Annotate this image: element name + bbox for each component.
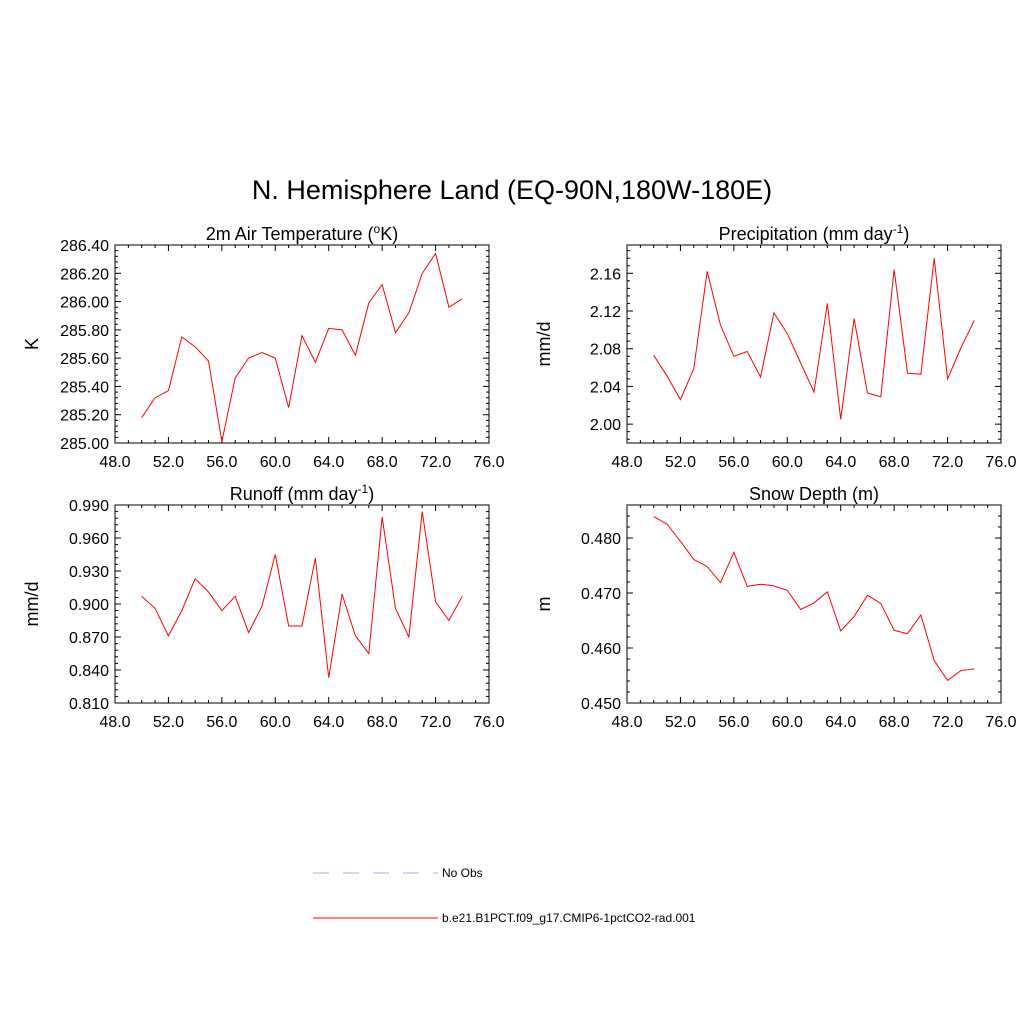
legend-label-1: No Obs (442, 866, 483, 880)
y-tick-label: 0.900 (69, 597, 109, 614)
y-tick-label: 0.450 (581, 696, 621, 713)
x-tick-label: 52.0 (153, 714, 184, 731)
x-tick-label: 72.0 (420, 454, 451, 471)
x-tick-label: 72.0 (932, 454, 963, 471)
y-tick-label: 285.40 (60, 379, 109, 396)
x-tick-label: 76.0 (985, 454, 1016, 471)
series-line (653, 516, 975, 682)
y-tick-label: 0.870 (69, 630, 109, 647)
series-line (653, 258, 975, 420)
legend-label-2: b.e21.B1PCT.f09_g17.CMIP6-1pctCO2-rad.00… (442, 911, 696, 925)
x-tick-label: 56.0 (206, 714, 237, 731)
panels: 48.0 52.0 56.0 60.0 64.0 68.0 72.0 76.0 285.00 28… (22, 222, 1017, 731)
y-tick-label: 2.04 (590, 379, 621, 396)
x-tick-label: 48.0 (611, 714, 642, 731)
x-tick-label: 52.0 (665, 714, 696, 731)
y-tick-label: 286.20 (60, 266, 109, 283)
x-tick-label: 60.0 (260, 714, 291, 731)
y-tick-label: 0.460 (581, 641, 621, 658)
x-tick-label: 52.0 (153, 454, 184, 471)
legend: No Obs b.e21.B1PCT.f09_g17.CMIP6-1pctCO2-… (313, 866, 696, 925)
y-tick-label: 0.480 (581, 531, 621, 548)
y-axis-label: mm/d (22, 582, 42, 627)
x-tick-label: 68.0 (367, 714, 398, 731)
x-tick-label: 48.0 (99, 454, 130, 471)
y-tick-label: 0.840 (69, 663, 109, 680)
y-tick-label: 2.08 (590, 342, 621, 359)
x-tick-label: 48.0 (99, 714, 130, 731)
x-tick-label: 60.0 (772, 454, 803, 471)
x-tick-label: 48.0 (611, 454, 642, 471)
x-tick-label: 68.0 (367, 454, 398, 471)
plot-frame (114, 244, 490, 444)
y-axis-label: m (534, 597, 554, 612)
y-tick-label: 285.80 (60, 323, 109, 340)
y-tick-label: 0.990 (69, 498, 109, 515)
x-tick-label: 56.0 (718, 454, 749, 471)
x-tick-label: 72.0 (420, 714, 451, 731)
y-tick-label: 285.00 (60, 436, 109, 453)
x-tick-label: 64.0 (313, 454, 344, 471)
x-tick-label: 76.0 (473, 714, 504, 731)
x-tick-label: 76.0 (473, 454, 504, 471)
y-tick-label: 2.00 (590, 417, 621, 434)
x-tick-label: 64.0 (825, 714, 856, 731)
x-tick-label: 64.0 (313, 714, 344, 731)
x-tick-label: 56.0 (718, 714, 749, 731)
x-tick-label: 72.0 (932, 714, 963, 731)
panel-title: Precipitation (mm day-1) (719, 222, 910, 244)
chart-panel-2: 48.0 52.0 56.0 60.0 64.0 68.0 72.0 76.0 2.00 2.04… (534, 222, 1017, 471)
x-tick-label: 68.0 (879, 454, 910, 471)
chart-panel-4: 48.0 52.0 56.0 60.0 64.0 68.0 72.0 76.0 0.450 0.4… (534, 484, 1017, 731)
x-tick-label: 60.0 (260, 454, 291, 471)
y-tick-label: 285.20 (60, 408, 109, 425)
plot-frame (626, 504, 1002, 704)
y-tick-label: 285.60 (60, 351, 109, 368)
series-line (141, 252, 463, 442)
panel-title: 2m Air Temperature (oK) (206, 222, 398, 244)
panel-title: Runoff (mm day-1) (230, 482, 374, 504)
y-tick-label: 2.12 (590, 304, 621, 321)
y-axis-label: mm/d (534, 322, 554, 367)
chart-panel-1: 48.0 52.0 56.0 60.0 64.0 68.0 72.0 76.0 285.00 28… (22, 222, 505, 471)
plot-frame (114, 504, 490, 704)
y-tick-label: 286.00 (60, 295, 109, 312)
x-tick-label: 68.0 (879, 714, 910, 731)
y-tick-label: 0.470 (581, 586, 621, 603)
y-tick-label: 0.960 (69, 531, 109, 548)
x-tick-label: 76.0 (985, 714, 1016, 731)
y-tick-label: 2.16 (590, 266, 621, 283)
x-tick-label: 56.0 (206, 454, 237, 471)
y-tick-label: 286.40 (60, 238, 109, 255)
chart-panel-3: 48.0 52.0 56.0 60.0 64.0 68.0 72.0 76.0 0.810 0.8… (22, 482, 505, 731)
y-tick-label: 0.930 (69, 564, 109, 581)
x-tick-label: 52.0 (665, 454, 696, 471)
x-tick-label: 60.0 (772, 714, 803, 731)
plot-frame (626, 244, 1002, 444)
x-tick-label: 64.0 (825, 454, 856, 471)
series-line (141, 511, 463, 678)
main-title: N. Hemisphere Land (EQ-90N,180W-180E) (252, 175, 772, 205)
y-tick-label: 0.810 (69, 696, 109, 713)
y-axis-label: K (22, 338, 42, 350)
panel-title: Snow Depth (m) (749, 484, 879, 504)
